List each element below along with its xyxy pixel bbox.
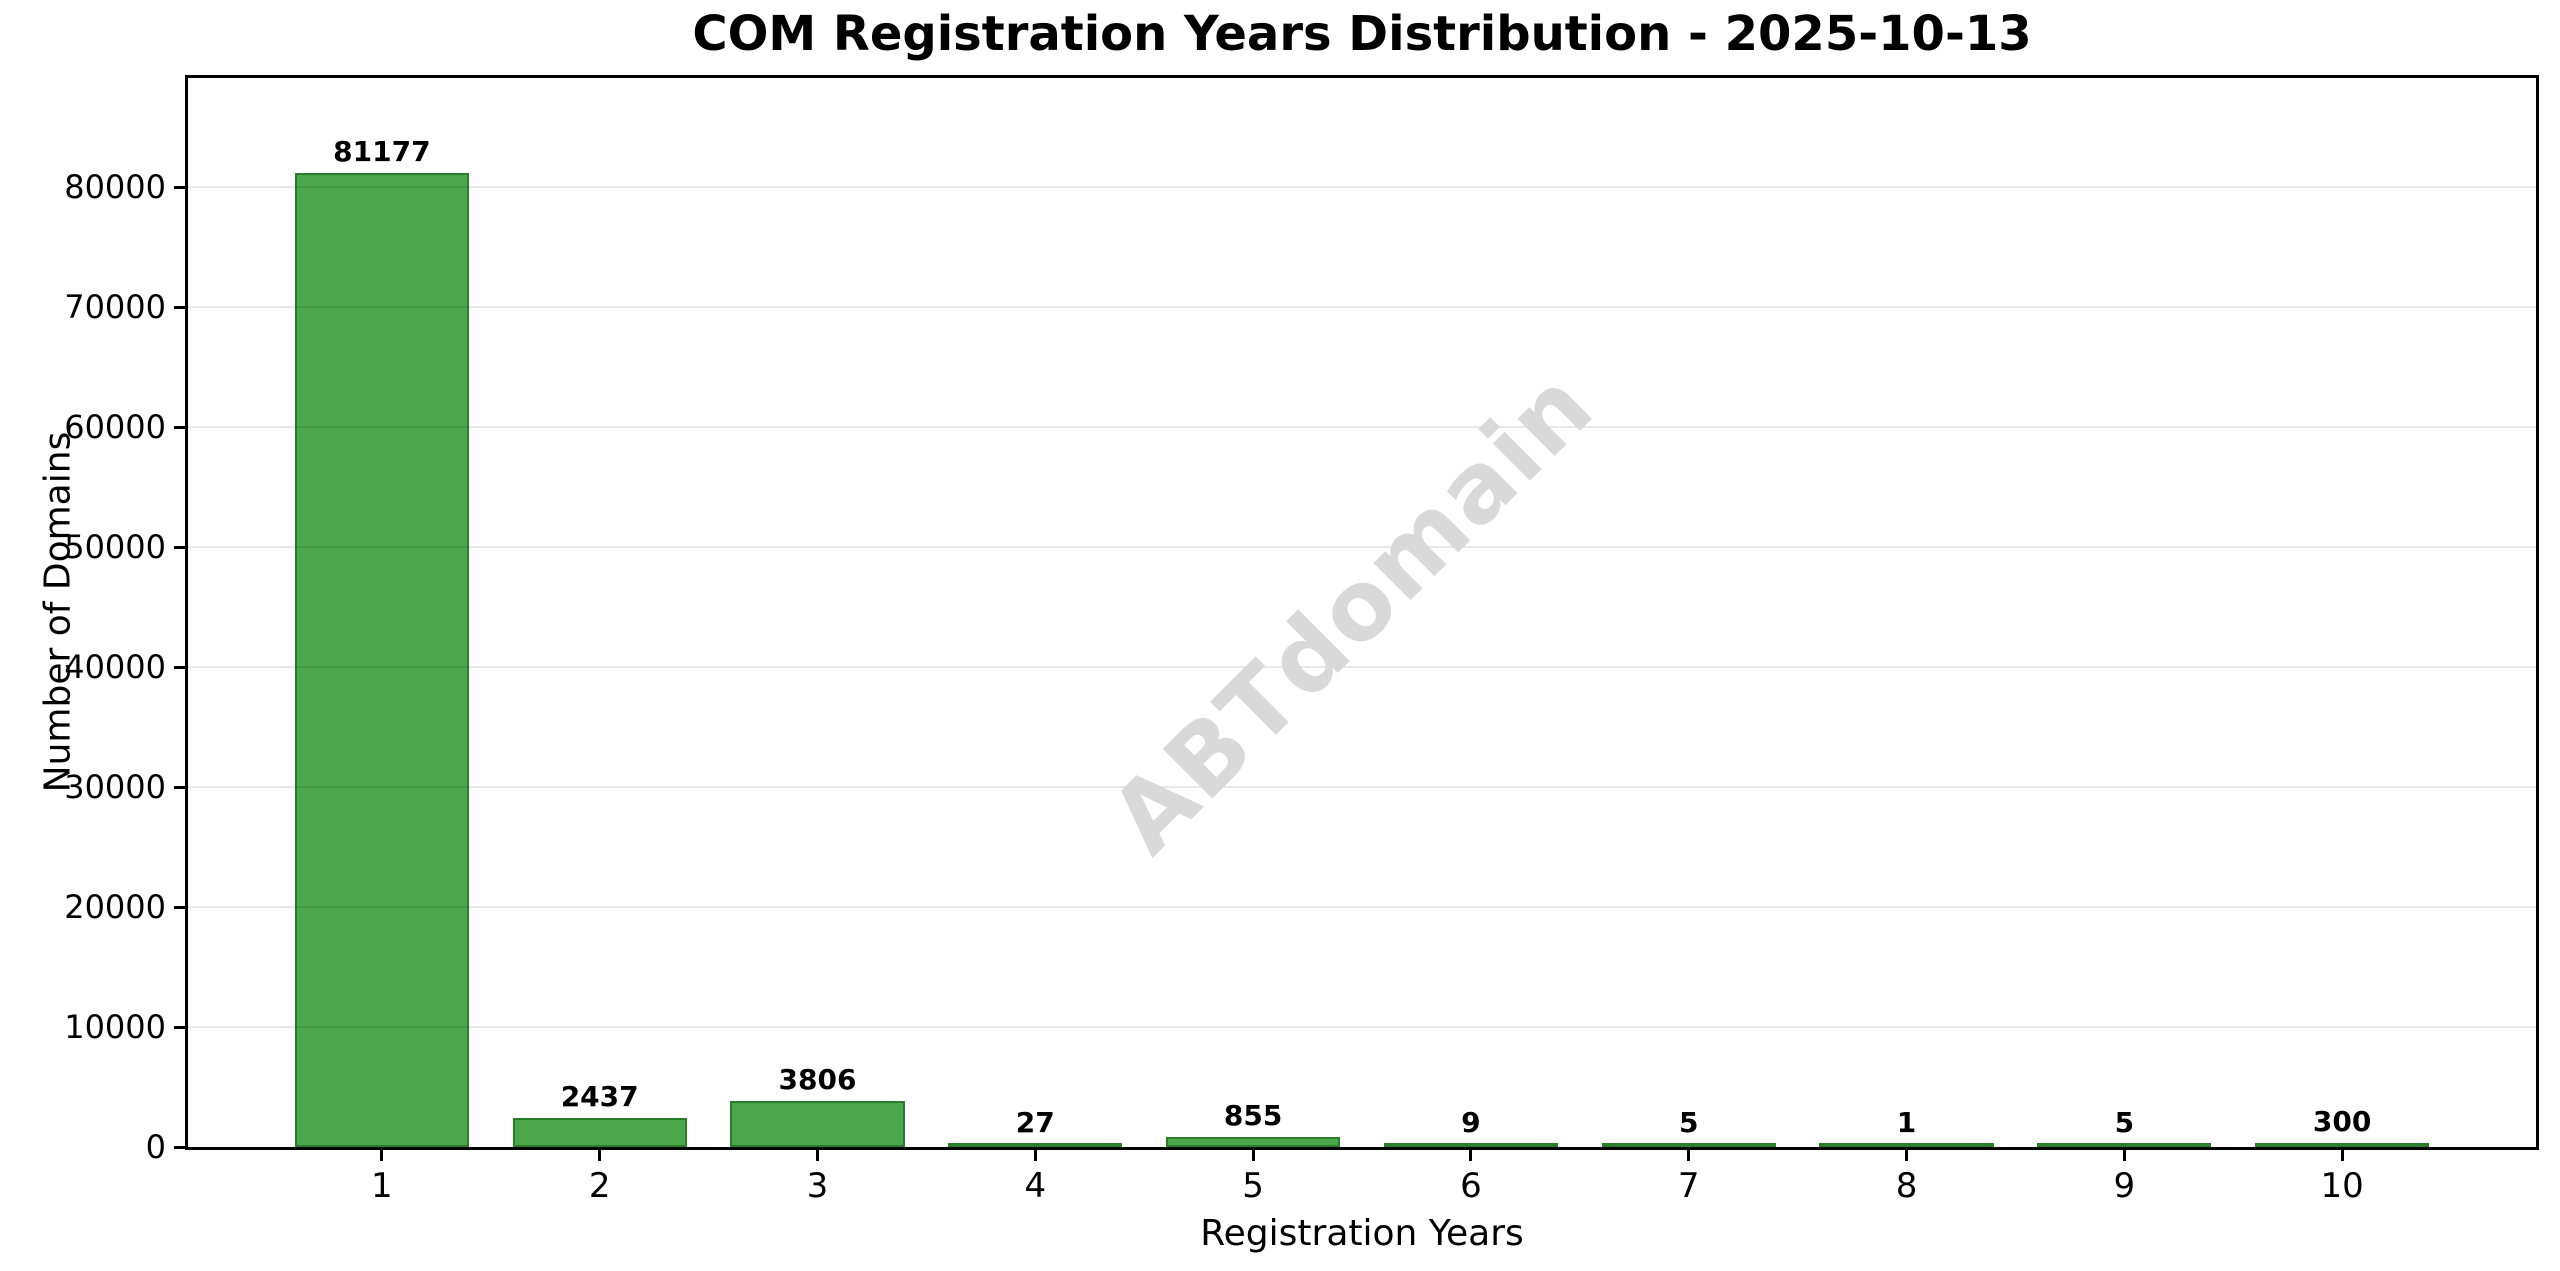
x-tick-mark xyxy=(1469,1150,1473,1161)
gridline xyxy=(188,666,2536,669)
bar xyxy=(1383,1143,1558,1147)
bar-value-label: 81177 xyxy=(333,135,431,169)
x-tick-mark xyxy=(2340,1150,2344,1161)
y-tick-mark xyxy=(174,785,185,789)
y-tick-label: 80000 xyxy=(64,168,166,207)
gridline xyxy=(188,786,2536,789)
y-tick-mark xyxy=(174,905,185,909)
x-tick-label: 4 xyxy=(1024,1166,1047,1206)
x-tick-mark xyxy=(2122,1150,2126,1161)
plot-area xyxy=(185,75,2539,1150)
y-tick-label: 0 xyxy=(145,1128,166,1166)
y-tick-label: 50000 xyxy=(64,528,166,567)
y-tick-label: 60000 xyxy=(64,408,166,447)
x-tick-label: 1 xyxy=(371,1166,393,1206)
x-tick-mark xyxy=(380,1150,384,1161)
gridline xyxy=(188,306,2536,309)
x-tick-label: 5 xyxy=(1242,1166,1264,1206)
bar xyxy=(1819,1143,1994,1147)
bar xyxy=(2037,1143,2212,1147)
bar xyxy=(2255,1143,2430,1147)
bar-value-label: 1 xyxy=(1896,1106,1917,1139)
y-axis-label: Number of Domains xyxy=(37,431,79,793)
x-tick-label: 9 xyxy=(2113,1166,2136,1206)
gridline xyxy=(188,186,2536,189)
bar-value-label: 9 xyxy=(1461,1106,1481,1139)
y-tick-mark xyxy=(174,185,185,189)
y-tick-label: 40000 xyxy=(64,648,166,687)
y-tick-label: 30000 xyxy=(64,768,166,807)
y-tick-mark xyxy=(174,425,185,429)
bar-value-label: 5 xyxy=(2114,1106,2135,1139)
x-tick-label: 10 xyxy=(2320,1166,2364,1206)
x-tick-label: 2 xyxy=(588,1166,611,1206)
bar xyxy=(512,1117,687,1147)
bar-value-label: 855 xyxy=(1223,1098,1283,1132)
bar-value-label: 300 xyxy=(2312,1105,2372,1139)
bar xyxy=(1601,1143,1776,1147)
gridline xyxy=(188,546,2536,549)
x-tick-label: 8 xyxy=(1895,1166,1918,1206)
x-tick-mark xyxy=(1905,1150,1909,1161)
gridline xyxy=(188,426,2536,429)
bar-value-label: 27 xyxy=(1015,1106,1055,1139)
bar xyxy=(948,1143,1123,1147)
bar xyxy=(730,1101,905,1147)
y-tick-mark xyxy=(174,305,185,309)
x-tick-mark xyxy=(1033,1150,1037,1161)
y-tick-mark xyxy=(174,545,185,549)
y-tick-mark xyxy=(174,1145,185,1149)
bar-value-label: 5 xyxy=(1678,1106,1699,1139)
y-tick-label: 20000 xyxy=(64,888,166,927)
gridline xyxy=(188,906,2536,909)
x-tick-label: 6 xyxy=(1460,1166,1482,1206)
x-tick-mark xyxy=(1251,1150,1255,1161)
x-tick-label: 3 xyxy=(806,1166,829,1206)
x-axis-label: Registration Years xyxy=(1200,1213,1524,1254)
chart-title: COM Registration Years Distribution - 20… xyxy=(692,6,2032,62)
y-tick-mark xyxy=(174,665,185,669)
y-tick-label: 70000 xyxy=(64,288,166,327)
bar xyxy=(294,173,469,1147)
y-tick-label: 10000 xyxy=(64,1008,166,1047)
bar-value-label: 3806 xyxy=(778,1063,857,1097)
x-tick-mark xyxy=(1687,1150,1691,1161)
x-tick-label: 7 xyxy=(1677,1166,1700,1206)
gridline xyxy=(188,1026,2536,1029)
bar xyxy=(1165,1136,1341,1147)
x-tick-mark xyxy=(815,1150,819,1161)
bar-value-label: 2437 xyxy=(560,1079,639,1113)
x-tick-mark xyxy=(598,1150,602,1161)
y-tick-mark xyxy=(174,1025,185,1029)
